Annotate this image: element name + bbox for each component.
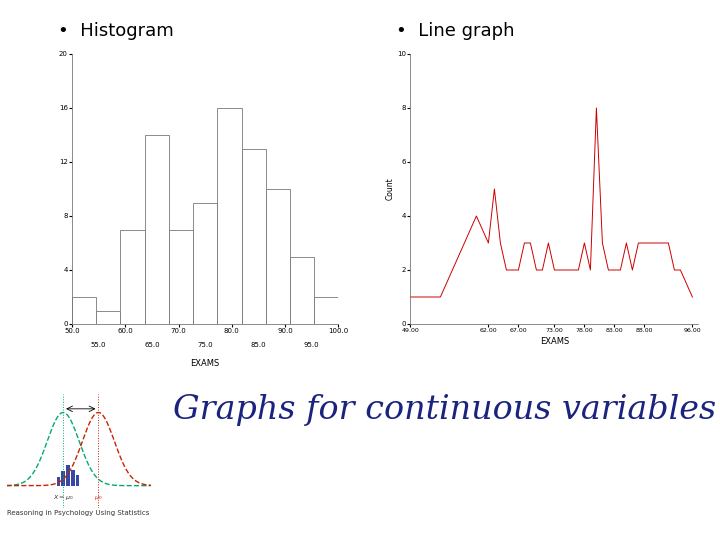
Bar <box>169 230 193 324</box>
Text: $X=\mu_0$: $X=\mu_0$ <box>53 493 73 502</box>
Text: •  Histogram: • Histogram <box>58 22 174 39</box>
Bar <box>72 297 96 324</box>
Bar <box>61 471 65 485</box>
Bar <box>314 297 338 324</box>
Text: Reasoning in Psychology Using Statistics: Reasoning in Psychology Using Statistics <box>7 510 150 516</box>
Text: Graphs for continuous variables: Graphs for continuous variables <box>173 394 716 426</box>
Y-axis label: Count: Count <box>385 178 395 200</box>
X-axis label: EXAMS: EXAMS <box>191 359 220 368</box>
Bar <box>71 470 75 485</box>
Bar <box>266 189 290 324</box>
Bar <box>217 108 241 324</box>
Text: $\mu_0$: $\mu_0$ <box>94 494 103 502</box>
Bar <box>66 465 70 485</box>
Text: •  Line graph: • Line graph <box>396 22 515 39</box>
Bar <box>76 475 79 485</box>
Bar <box>96 310 120 324</box>
Bar <box>120 230 145 324</box>
Bar <box>290 256 314 324</box>
X-axis label: EXAMS: EXAMS <box>540 338 569 346</box>
Bar <box>145 135 169 324</box>
Bar <box>193 202 217 324</box>
Bar <box>241 148 266 324</box>
Bar <box>57 477 60 485</box>
